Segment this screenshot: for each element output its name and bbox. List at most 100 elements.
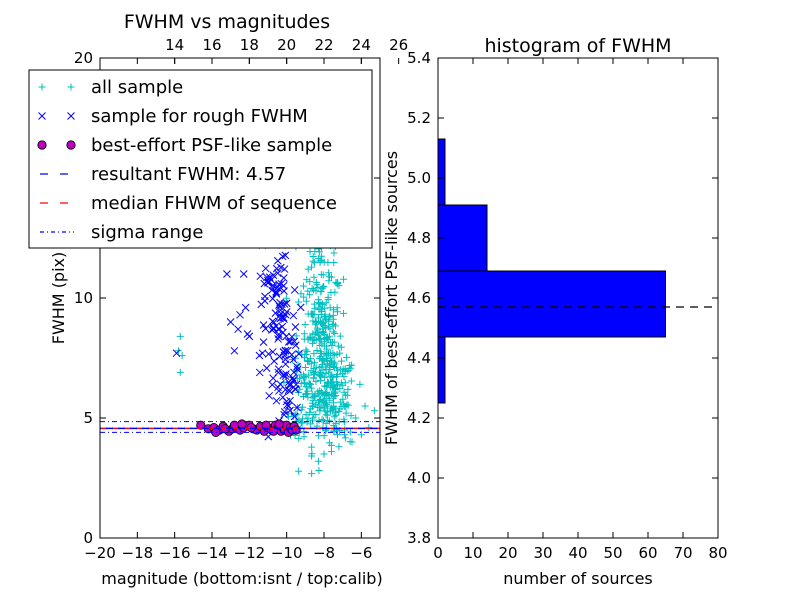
y-tick-label: 4.6: [407, 289, 431, 307]
point-all-sample: [329, 362, 337, 370]
point-all-sample: [300, 282, 307, 290]
x-tick-label: 80: [708, 544, 727, 562]
point-all-sample: [315, 248, 323, 256]
point-all-sample: [370, 407, 378, 415]
point-all-sample: [339, 395, 347, 403]
top-tick-label: 24: [352, 36, 371, 54]
point-all-sample: [178, 352, 186, 360]
point-rough-fwhm-sample: [273, 256, 282, 265]
point-all-sample: [328, 321, 336, 329]
point-rough-fwhm-sample: [226, 318, 235, 326]
point-rough-fwhm-sample: [223, 270, 231, 278]
point-all-sample: [317, 335, 325, 343]
point-all-sample: [308, 470, 316, 478]
legend-marker-circle: [66, 140, 76, 150]
point-rough-fwhm-sample: [268, 380, 277, 389]
legend-label: best-effort PSF-like sample: [91, 135, 332, 156]
point-rough-fwhm-sample: [234, 325, 242, 334]
point-all-sample: [317, 288, 325, 296]
point-all-sample: [336, 349, 344, 357]
point-all-sample: [319, 417, 327, 425]
y-tick-label: 5.2: [407, 109, 431, 127]
point-rough-fwhm-sample: [259, 338, 268, 346]
point-all-sample: [321, 373, 329, 381]
point-rough-fwhm-sample: [282, 370, 290, 378]
point-all-sample: [301, 320, 309, 328]
legend-label: resultant FWHM: 4.57: [91, 164, 286, 185]
point-all-sample: [319, 300, 327, 308]
point-all-sample: [333, 425, 341, 433]
point-all-sample: [319, 283, 327, 291]
point-all-sample: [306, 408, 314, 416]
point-all-sample: [320, 450, 328, 458]
scatter-top-ticks: 14 16 18 20 22 24 26: [165, 36, 408, 64]
point-rough-fwhm-sample: [269, 324, 278, 332]
point-rough-fwhm-sample: [267, 276, 276, 284]
legend-marker-x: [67, 112, 75, 120]
point-all-sample: [300, 380, 308, 388]
point-rough-fwhm-sample: [272, 290, 281, 298]
point-all-sample: [327, 441, 335, 449]
point-all-sample: [312, 411, 320, 419]
top-tick-label: 20: [277, 36, 296, 54]
point-all-sample: [313, 324, 321, 332]
scatter-y-ticks: 0 5 10 20: [74, 49, 380, 547]
point-all-sample: [329, 406, 337, 414]
point-all-sample: [335, 408, 343, 416]
point-all-sample: [308, 285, 316, 293]
point-all-sample: [318, 284, 326, 292]
point-all-sample: [335, 443, 343, 451]
point-rough-fwhm-sample: [261, 292, 269, 301]
point-all-sample: [325, 269, 333, 277]
point-all-sample: [316, 387, 324, 395]
point-all-sample: [330, 249, 338, 257]
x-tick-label: −18: [122, 544, 154, 562]
histogram-bar: [437, 138, 446, 206]
point-all-sample: [332, 384, 340, 392]
point-all-sample: [340, 275, 348, 283]
point-all-sample: [304, 287, 312, 295]
point-all-sample: [308, 450, 316, 458]
point-rough-fwhm-sample: [236, 310, 244, 319]
legend-label: all sample: [91, 77, 183, 98]
point-all-sample: [323, 334, 331, 342]
x-tick-label: −16: [159, 544, 191, 562]
point-rough-fwhm-sample: [272, 264, 281, 273]
histogram-bars: [437, 138, 666, 404]
point-all-sample: [328, 273, 336, 281]
point-all-sample: [322, 383, 330, 391]
point-all-sample: [333, 380, 341, 388]
histogram-bar: [437, 336, 446, 404]
point-rough-fwhm-sample: [281, 251, 290, 260]
top-tick-label: 22: [314, 36, 333, 54]
y-tick-label: 20: [74, 49, 93, 67]
x-tick-label: 30: [533, 544, 552, 562]
point-all-sample: [343, 353, 351, 361]
point-all-sample: [311, 392, 319, 400]
point-rough-fwhm-sample: [245, 332, 254, 341]
point-all-sample: [315, 305, 323, 313]
point-all-sample: [295, 467, 303, 475]
point-all-sample: [324, 293, 332, 301]
point-all-sample: [327, 448, 335, 456]
point-rough-fwhm-sample: [284, 386, 293, 394]
point-rough-fwhm-sample: [279, 274, 288, 282]
point-rough-fwhm-sample: [291, 385, 300, 393]
point-all-sample: [317, 252, 325, 260]
point-all-sample: [334, 279, 342, 287]
y-tick-label: 5.4: [407, 49, 431, 67]
point-all-sample: [319, 355, 327, 363]
point-all-sample: [342, 409, 350, 417]
point-rough-fwhm-sample: [286, 406, 294, 415]
point-rough-fwhm-sample: [275, 280, 283, 289]
point-psf-like-sample: [291, 425, 301, 435]
point-all-sample: [340, 309, 348, 317]
point-rough-fwhm-sample: [272, 289, 281, 298]
point-all-sample: [308, 384, 316, 392]
legend-box: [28, 69, 373, 249]
x-tick-label: 20: [498, 544, 517, 562]
point-all-sample: [352, 414, 360, 422]
point-all-sample: [320, 404, 328, 412]
point-all-sample: [328, 379, 336, 387]
